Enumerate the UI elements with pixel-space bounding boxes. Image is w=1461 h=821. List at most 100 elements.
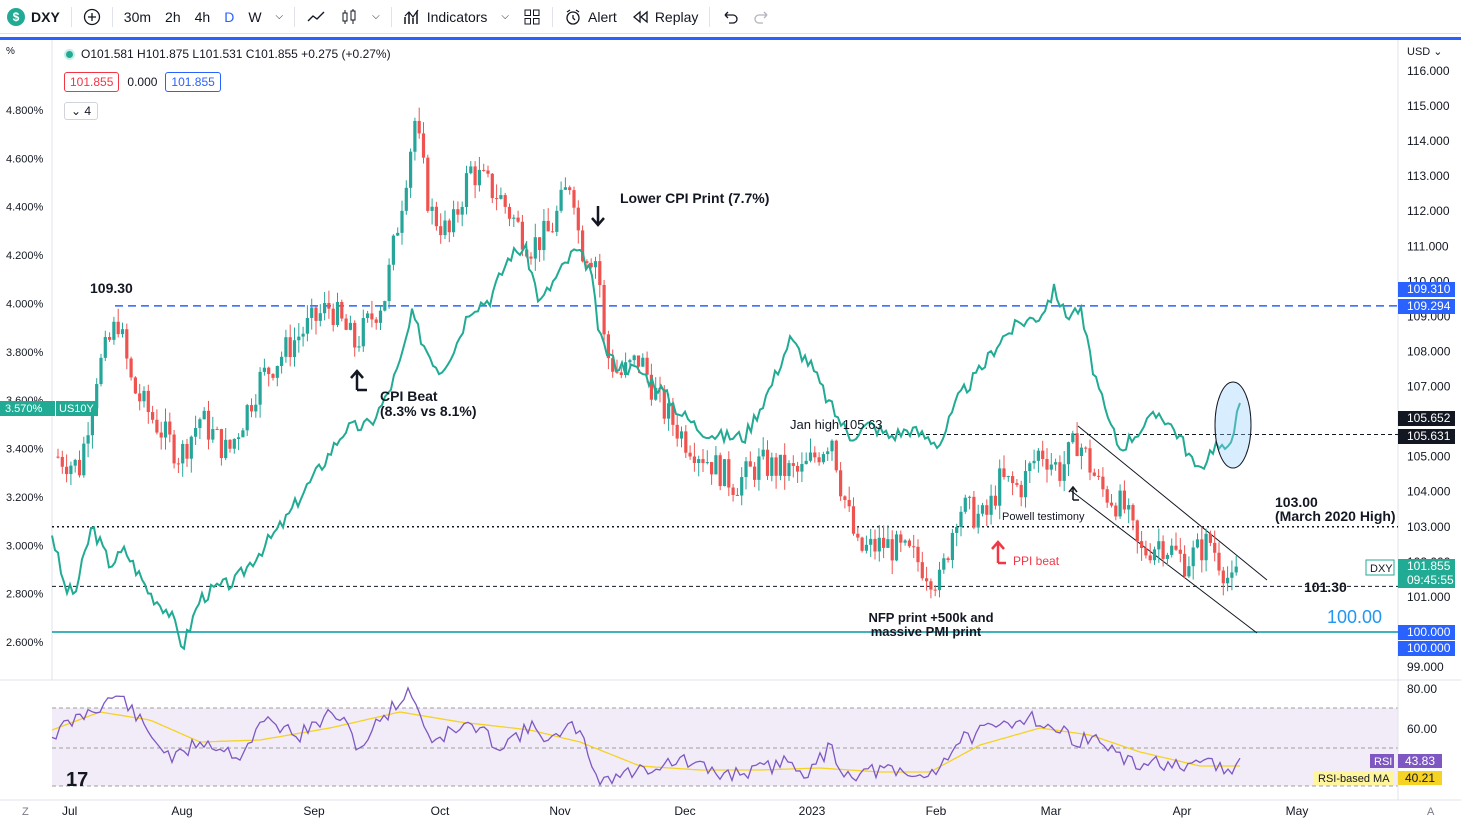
redo-button[interactable] [746, 0, 778, 34]
candle [581, 230, 585, 262]
candle [860, 537, 864, 551]
candle [705, 462, 709, 464]
undo-button[interactable] [714, 0, 746, 34]
candle [275, 365, 279, 378]
candle [185, 443, 189, 459]
candle [65, 466, 69, 475]
candle [989, 495, 993, 515]
candle [146, 390, 150, 413]
compare-button[interactable] [76, 0, 108, 34]
candle [761, 449, 765, 457]
interval-w[interactable]: W [248, 8, 262, 25]
alert-button[interactable]: Alert [557, 0, 624, 34]
candle [1066, 442, 1071, 465]
candle [912, 546, 916, 548]
price-chart[interactable]: %4.800%4.600%4.400%4.200%4.000%3.800%3.6… [0, 40, 1461, 821]
layouts-button[interactable] [516, 0, 548, 34]
candle [138, 393, 142, 402]
line-chart-type-button[interactable] [299, 0, 333, 34]
candle-chart-type-button[interactable] [333, 0, 365, 34]
candle [877, 537, 881, 552]
candle [456, 209, 460, 215]
chevron-down-icon: ⌵ [372, 11, 380, 22]
candle [1002, 468, 1006, 478]
candle [589, 262, 593, 268]
cpi-beat-detail: (8.3% vs 8.1%) [380, 403, 477, 419]
candle [1127, 505, 1131, 510]
candle [1195, 539, 1200, 548]
candle [576, 207, 580, 231]
candle [559, 189, 563, 211]
candle [920, 562, 924, 579]
candle [305, 317, 309, 334]
candle [413, 120, 417, 152]
candle [968, 496, 972, 498]
candle [258, 371, 262, 405]
right-axis-label: 111.000 [1407, 239, 1449, 253]
interval-dropdown[interactable]: ⌵ [269, 0, 291, 34]
candle [907, 540, 911, 547]
rsi-ma-name-tag [1314, 771, 1394, 785]
candle [611, 358, 615, 372]
candle [963, 497, 967, 512]
candle [77, 459, 82, 476]
candle [348, 322, 352, 330]
interval-d[interactable]: D [224, 8, 235, 25]
candle [215, 429, 219, 431]
candle [933, 589, 937, 591]
price-tag-label: 109.294 [1407, 299, 1451, 313]
candle [813, 452, 817, 458]
candle [172, 434, 176, 464]
buy-price-box[interactable]: 101.855 [165, 72, 221, 92]
candle [378, 310, 383, 323]
candle [1041, 450, 1045, 460]
candle [267, 367, 271, 375]
indicators-dropdown[interactable]: ⌵ [494, 0, 516, 34]
symbol-search-button[interactable]: $ DXY [0, 0, 67, 34]
interval-2h[interactable]: 2h [165, 8, 181, 25]
candle [189, 436, 193, 459]
time-axis-label: Sep [303, 804, 325, 818]
candle [1118, 490, 1122, 517]
rsi-band [52, 708, 1398, 786]
left-axis-unit: % [6, 46, 15, 57]
candle [748, 461, 752, 467]
indicators-button[interactable]: Indicators [396, 0, 495, 34]
candle [783, 454, 787, 477]
interval-30m[interactable]: 30m [123, 8, 152, 25]
candle [1015, 483, 1019, 485]
jan-high-annotation: Jan high 105.63 [790, 417, 883, 432]
chart-type-dropdown[interactable]: ⌵ [365, 0, 387, 34]
candle [1092, 472, 1096, 476]
candle [550, 231, 555, 233]
candle [942, 558, 946, 570]
candle [529, 256, 533, 259]
candle [950, 532, 954, 561]
candle [937, 569, 942, 591]
indicators-icon [403, 9, 419, 24]
sell-price-box[interactable]: 101.855 [64, 72, 120, 92]
candle [808, 452, 813, 461]
right-axis-label: 115.000 [1407, 99, 1450, 113]
level-label-10930: 109.30 [90, 280, 133, 296]
candle [903, 540, 907, 543]
candle [959, 511, 963, 527]
interval-4h[interactable]: 4h [194, 8, 211, 25]
candle [740, 477, 744, 496]
candle [778, 454, 782, 476]
candle [396, 232, 400, 236]
undo-icon [724, 11, 739, 24]
left-axis-label: 3.400% [6, 444, 44, 456]
right-axis-label: 103.000 [1407, 520, 1451, 534]
replay-button[interactable]: Replay [624, 0, 706, 34]
candle [1204, 533, 1208, 561]
candle [86, 435, 90, 444]
left-axis-label: 2.800% [6, 589, 44, 601]
us10y-value-tag [0, 401, 55, 416]
candle [262, 367, 266, 372]
candle [520, 221, 524, 250]
collapse-legend-button[interactable]: ⌄ 4 [64, 102, 99, 120]
candle [667, 403, 671, 419]
candle [1105, 489, 1109, 503]
candle [400, 210, 404, 233]
